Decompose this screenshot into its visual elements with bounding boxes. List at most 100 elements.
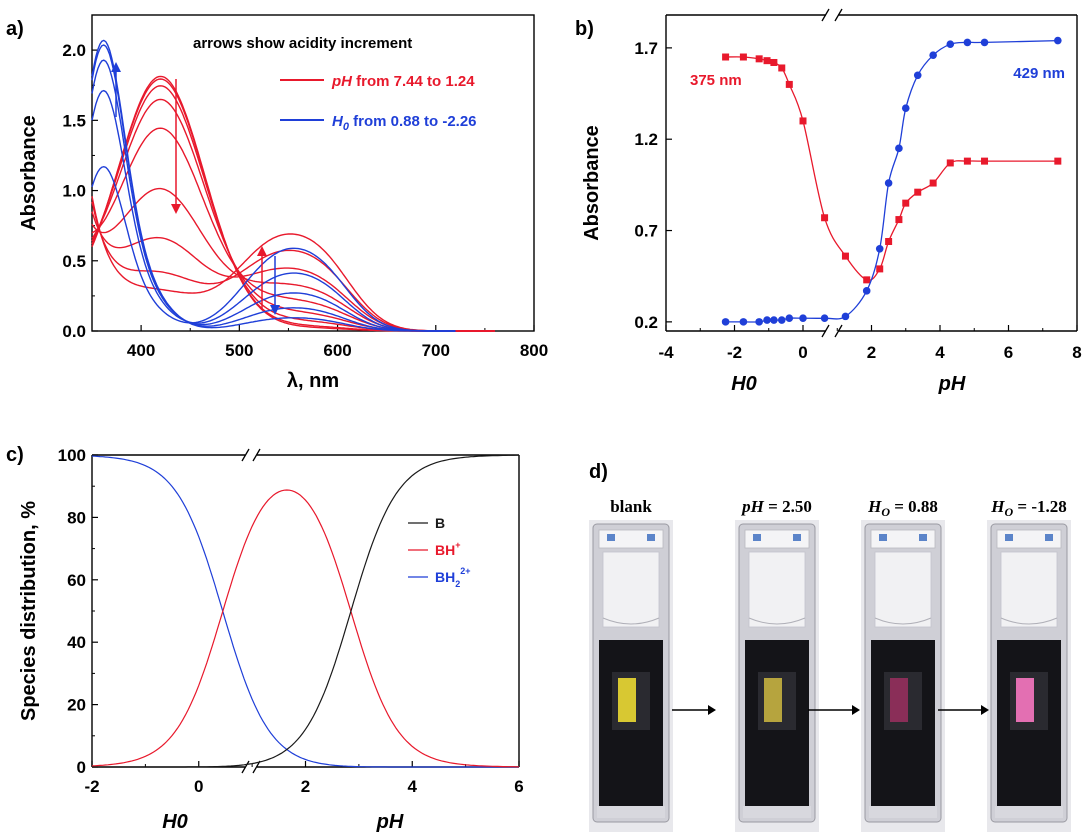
arrowhead-blue-down-right: [270, 305, 280, 315]
data-point-429: [799, 314, 807, 323]
red-spectrum-line: [91, 98, 495, 332]
curve-BH2: [91, 455, 519, 768]
cuvette-upper: [602, 551, 660, 628]
y-tick-label-b: 0.2: [634, 313, 658, 332]
blue-spectrum-line: [91, 59, 456, 332]
sensing-strip: [618, 678, 636, 722]
data-point-375: [981, 157, 989, 165]
data-point-375: [821, 214, 829, 222]
panel-label-a: a): [6, 18, 24, 40]
y-tick-label-a: 0.5: [62, 252, 86, 271]
y-tick-label-a: 2.0: [62, 41, 86, 60]
data-point-375: [876, 265, 884, 273]
data-point-429: [929, 51, 937, 59]
series-label-429: 429 nm: [1013, 65, 1065, 82]
y-axis-label-b: Absorbance: [581, 125, 603, 241]
data-point-429: [980, 38, 989, 47]
x-tick-label-c: 2: [301, 777, 310, 796]
sensing-strip: [1016, 678, 1034, 722]
cuvette-window-right: [919, 534, 927, 541]
arrowhead-red-down-left: [171, 204, 181, 214]
legend-label-blue: H0 from 0.88 to -2.26: [332, 113, 477, 133]
y-tick-label-a: 1.0: [62, 182, 86, 201]
data-point-429: [884, 179, 893, 187]
y-tick-label-b: 1.2: [634, 130, 658, 149]
x-tick-label-a: 500: [225, 341, 253, 360]
titration-curves: [721, 36, 1062, 326]
red-spectrum-line: [91, 201, 495, 332]
data-point-429: [770, 316, 778, 324]
panel-b: b) -4 -2 0 2 4 6 8 0.2 0.7 1.2 1.7 Absorbance H0 p…: [575, 8, 1082, 395]
x-axis-label-h0-c: H0: [162, 811, 188, 833]
cuvette-photos: [589, 520, 1071, 832]
data-point-375: [929, 179, 937, 187]
x-tick-label-c: 0: [194, 777, 203, 796]
cuvette-base: [597, 806, 665, 818]
data-point-429: [763, 316, 771, 324]
data-point-429: [913, 71, 922, 80]
data-point-429: [862, 287, 871, 295]
blue-spectrum-line: [91, 39, 456, 332]
panel-d: d) blank pH = 2.50 HO = 0.88 HO = -1.28: [589, 461, 1071, 832]
cuvette-upper: [874, 551, 932, 628]
axis-ticks-b: -4 -2 0 2 4 6 8 0.2 0.7 1.2 1.7: [634, 39, 1081, 362]
axis-break-marks-b: [821, 8, 843, 338]
data-point-429: [841, 312, 850, 321]
x-tick-label-b: 2: [867, 343, 876, 362]
x-tick-label-a: 400: [127, 341, 155, 360]
data-point-429: [721, 318, 730, 326]
data-point-375: [946, 159, 954, 167]
sensing-strip: [764, 678, 782, 722]
cuvette-label-h0-088: HO = 0.88: [867, 497, 938, 519]
cuvette-meniscus: [602, 617, 660, 625]
cuvette-window-left: [1005, 534, 1013, 541]
axis-ticks-a: 400 500 600 700 800 0.0 0.5 1.0 1.5 2.0: [62, 41, 548, 360]
x-tick-label-b: 6: [1004, 343, 1013, 362]
cuvette-meniscus: [874, 617, 932, 625]
curve-B: [92, 454, 519, 768]
y-tick-label-c: 20: [67, 696, 86, 715]
x-axis-label-ph-b: pH: [938, 373, 966, 395]
x-tick-label-a: 700: [422, 341, 450, 360]
y-tick-label-a: 1.5: [62, 111, 86, 130]
y-tick-label-b: 0.7: [634, 222, 658, 241]
process-arrowheads: [708, 705, 989, 715]
axis-break-marks-c: [241, 448, 261, 774]
spectra-curves: [91, 39, 495, 332]
data-point-375: [914, 188, 922, 196]
cuvette-window-right: [793, 534, 801, 541]
y-axis-label-a: Absorbance: [18, 115, 40, 231]
x-axis-label-h0-b: H0: [731, 373, 757, 395]
x-tick-label-a: 600: [323, 341, 351, 360]
data-point-429: [739, 318, 748, 326]
legend-label-red: pH from 7.44 to 1.24: [331, 73, 475, 90]
x-tick-label-b: -2: [727, 343, 742, 362]
cuvette-base: [995, 806, 1063, 818]
x-tick-label-c: 6: [514, 777, 523, 796]
data-point-429: [946, 40, 955, 49]
data-point-429: [895, 144, 903, 153]
cuvette-window-left: [879, 534, 887, 541]
cuvette-window-right: [647, 534, 655, 541]
data-point-429: [820, 314, 829, 323]
y-tick-label-a: 0.0: [62, 322, 86, 341]
series-label-375: 375 nm: [690, 72, 742, 89]
x-tick-label-b: 8: [1072, 343, 1081, 362]
cuvette-label-blank: blank: [610, 497, 652, 516]
blue-spectrum-line: [91, 89, 456, 332]
cuvette-base: [743, 806, 811, 818]
data-point-429: [785, 314, 794, 323]
data-point-429: [875, 245, 884, 253]
cuvette-meniscus: [1000, 617, 1058, 625]
red-spectrum-line: [91, 127, 495, 332]
data-point-375: [785, 80, 793, 88]
cuvette-meniscus: [748, 617, 806, 625]
panel-a: a) 400 500 600 700 800 0.0 0.5 1.0 1.5 2.0 Absorb…: [6, 14, 548, 392]
y-axis-label-c: Species distribution, %: [18, 501, 40, 721]
x-tick-label-b: -4: [658, 343, 674, 362]
legend-label-BH2: BH22+: [435, 566, 471, 589]
legend-c: B BH+ BH22+: [408, 515, 471, 589]
data-point-375: [963, 157, 971, 165]
